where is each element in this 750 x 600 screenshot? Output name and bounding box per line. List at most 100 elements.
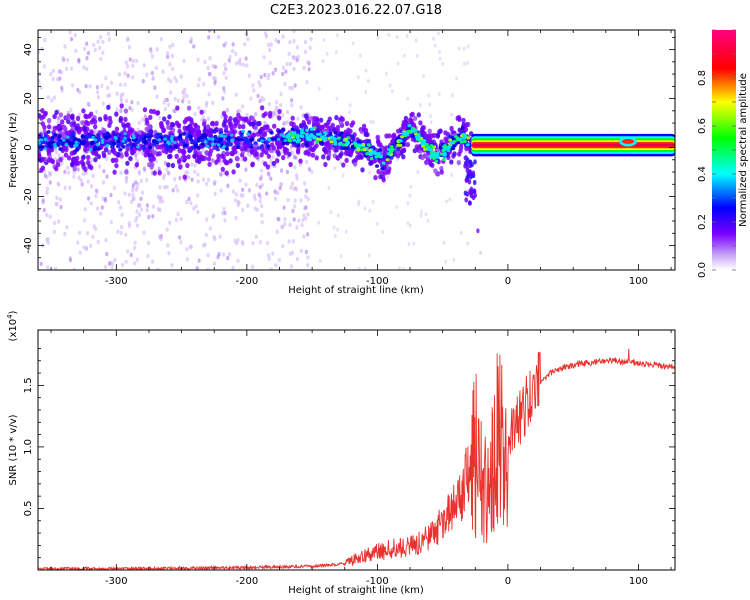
spectrogram-cell: [127, 223, 132, 229]
spectrogram-cell: [283, 138, 288, 143]
spectrogram-cell: [123, 191, 127, 196]
spectrogram-cell: [107, 149, 112, 155]
spectrogram-cell: [81, 134, 85, 139]
spectrogram-cell: [281, 34, 285, 39]
spectrogram-cell: [114, 137, 118, 141]
spectrogram-cell: [83, 166, 88, 172]
spectrogram-cell: [88, 84, 92, 89]
spectrogram-cell: [341, 162, 346, 168]
spectrogram-cell: [131, 58, 135, 64]
spectrogram-cell: [450, 112, 453, 117]
spectrogram-cell: [287, 239, 291, 244]
spectrogram-cell: [158, 132, 163, 137]
spectrogram-cell: [41, 114, 46, 120]
y-tick-label: 0.5: [23, 501, 34, 517]
spectrogram-cell: [93, 138, 98, 142]
spectrogram-cell: [263, 72, 267, 78]
spectrogram-cell: [283, 150, 288, 156]
spectrogram-cell: [150, 54, 154, 59]
spectrogram-cell: [133, 240, 137, 245]
spectrogram-cell: [375, 164, 379, 168]
spectrogram-cell: [386, 175, 390, 180]
spectrogram-cell: [54, 150, 59, 155]
spectrogram-cell: [224, 170, 229, 176]
spectrogram-cell: [77, 138, 82, 142]
spectrogram-cell: [249, 148, 254, 154]
spectrogram-cell: [203, 59, 207, 65]
spectrogram-cell: [63, 169, 67, 175]
spectrogram-cell: [40, 108, 45, 114]
spectrogram-cell: [466, 173, 470, 180]
spectrogram-cell: [329, 136, 334, 140]
spectrogram-cell: [226, 137, 231, 142]
spectrogram-cell: [165, 227, 169, 232]
spectrogram-cell: [145, 178, 149, 183]
spectrogram-cell: [50, 138, 55, 142]
spectrogram-cell: [112, 185, 116, 190]
spectrogram-cell: [236, 199, 240, 205]
spectrogram-cell: [85, 56, 89, 61]
spectrogram-cell: [101, 101, 105, 106]
colorbar: 0.0 0.2 0.4 0.6 0.8 Normalized spectral ampl…: [697, 29, 749, 278]
spectrogram-cell: [84, 119, 89, 125]
spectrogram-cell: [442, 153, 447, 157]
x-tick-label: 100: [629, 576, 648, 587]
spectrogram-cell: [155, 144, 160, 150]
spectrogram-cell: [288, 222, 292, 228]
spectrogram-cell: [275, 100, 279, 105]
spectrogram-cell: [299, 248, 303, 254]
spectrogram-cell: [381, 229, 384, 234]
spectrogram-cell: [58, 147, 63, 151]
spectrogram-cell: [77, 175, 81, 180]
spectrogram-cell: [435, 153, 440, 157]
spectrogram-cell: [355, 154, 360, 160]
spectrogram-cell: [465, 164, 470, 170]
spectrogram-cell: [464, 150, 467, 155]
spectrogram-cell: [43, 37, 47, 43]
spectrogram-cell: [197, 154, 202, 160]
spectrogram-cell: [107, 37, 111, 42]
spectrogram-cell: [155, 135, 160, 140]
spectrogram-cell: [206, 177, 211, 183]
spectrogram-cell: [462, 139, 467, 144]
spectrogram-cell: [121, 145, 126, 149]
spectrogram-cell: [182, 119, 188, 125]
spectrogram-cell: [232, 145, 237, 151]
spectrogram-cell: [204, 150, 209, 156]
spectrogram-cell: [396, 157, 399, 162]
spectrogram-cell: [277, 258, 281, 263]
spectrogram-cell: [43, 137, 48, 141]
spectrogram-cell: [146, 253, 150, 259]
spectrogram-cell: [264, 34, 269, 39]
spectrogram-cell: [306, 119, 312, 125]
spectrogram-cell: [123, 116, 128, 122]
spectrogram-cell: [182, 132, 187, 136]
spectrogram-cell: [192, 206, 196, 211]
spectrogram-cell: [139, 196, 143, 201]
spectrogram-cell: [173, 140, 177, 145]
spectrogram-cell: [468, 200, 472, 206]
spectrogram-cell: [337, 142, 342, 146]
spectrogram-cell: [99, 35, 103, 40]
spectrogram-cell: [95, 206, 100, 211]
y-tick-label: 1.5: [23, 377, 34, 393]
spectrogram-cell: [244, 31, 248, 36]
snr-scale-exp: 4: [6, 314, 14, 319]
spectrogram-cell: [390, 139, 395, 145]
spectrogram-cell: [127, 138, 132, 142]
spectrogram-cell: [91, 150, 96, 156]
spectrogram-cell: [310, 169, 314, 174]
spectrogram-cell: [259, 176, 263, 181]
spectrogram-cell: [63, 185, 67, 190]
spectrogram-cell: [216, 34, 221, 40]
spectrogram-cell: [364, 68, 368, 73]
spectrogram-cell: [282, 205, 286, 210]
spectrogram-cell: [138, 212, 142, 217]
spectrogram-cell: [398, 139, 403, 143]
spectrogram-cell: [134, 58, 139, 64]
spectrogram-cell: [82, 140, 87, 144]
spectrogram-cell: [285, 169, 289, 175]
spectrogram-cell: [134, 218, 138, 223]
spectrogram-cell: [158, 235, 162, 240]
spectrogram-cell: [295, 176, 299, 181]
